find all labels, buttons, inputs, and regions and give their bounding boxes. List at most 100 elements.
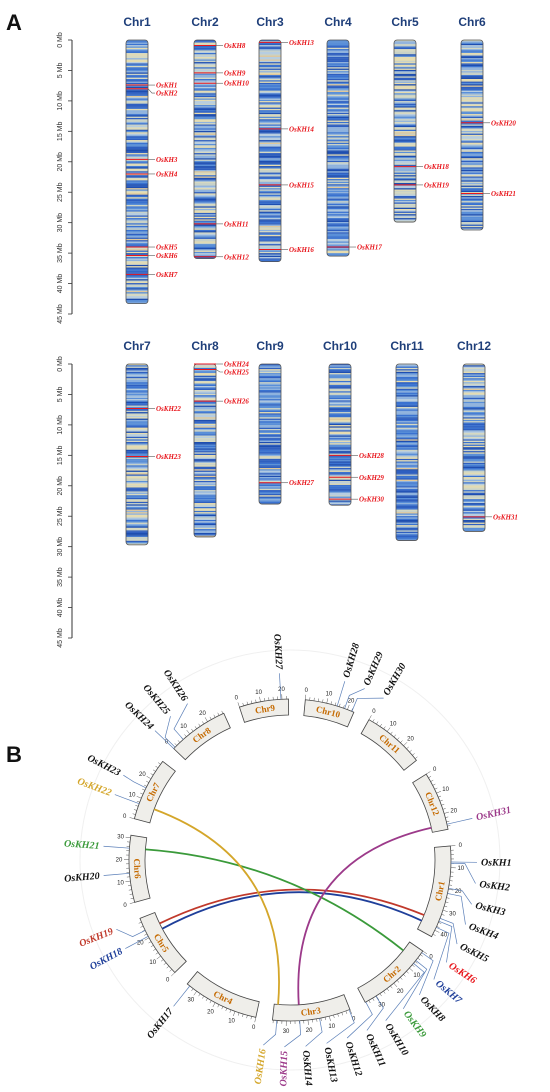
density-stripes: [461, 40, 483, 230]
circos-gene-label: OsKH21: [64, 838, 100, 852]
circos-gene-label: OsKH30: [381, 661, 408, 697]
density-stripes: [463, 364, 485, 532]
circos-tick-label: 20: [450, 809, 457, 815]
circos-gene-label: OsKH11: [363, 1032, 387, 1068]
circos-gene-label: OsKH2: [479, 879, 511, 894]
chromosome-chr12: Chr12 OsKH31: [457, 339, 518, 532]
circos-tick-label: 10: [442, 787, 449, 793]
gene-marker-oskh20: OsKH20: [461, 119, 516, 127]
gene-label: OsKH20: [491, 119, 516, 127]
gene-marker-oskh26: OsKH26: [194, 398, 249, 406]
circos-gene-label: OsKH27: [271, 634, 284, 671]
circos-segment-chr6: Chr6 0 10 20 30: [116, 834, 151, 909]
circos-gene-label: OsKH13: [321, 1046, 339, 1083]
circos-tick-label: 10: [180, 724, 187, 730]
chromosome-chr11: Chr11: [390, 339, 424, 541]
axis-tick-label: 20 Mb: [57, 476, 64, 496]
synteny-link: [161, 891, 423, 930]
chromosome-chr4: Chr4 OsKH17: [324, 15, 382, 257]
axis-tick-label: 15 Mb: [57, 446, 64, 466]
gene-label: OsKH27: [289, 479, 314, 487]
circos-gene-label: OsKH15: [278, 1051, 290, 1087]
gene-marker-oskh16: OsKH16: [259, 246, 314, 254]
density-stripes: [259, 40, 281, 262]
axis-tick-label: 10 Mb: [57, 91, 64, 111]
chromosome-title: Chr9: [256, 339, 284, 353]
circos-gene-label: OsKH8: [418, 994, 447, 1024]
density-stripes: [327, 40, 349, 257]
gene-marker-oskh13: OsKH13: [259, 39, 314, 47]
gene-marker-oskh23: OsKH23: [126, 453, 181, 461]
circos-tick-label: 20: [278, 687, 285, 693]
axis-tick-label: 40 Mb: [57, 274, 64, 294]
axis-tick-label: 30 Mb: [57, 213, 64, 233]
gene-label: OsKH24: [224, 361, 249, 369]
chromosome-chr3: Chr3 OsKH13 OsKH14 OsKH15 OsKH16: [256, 15, 314, 263]
axis-tick-label: 5 Mb: [57, 387, 64, 403]
gene-label: OsKH11: [224, 220, 249, 228]
gene-marker-oskh24: OsKH24: [194, 361, 249, 369]
gene-label: OsKH2: [156, 90, 178, 98]
circos-chr-label: Chr9: [254, 702, 276, 715]
circos-tick-label: 0: [429, 955, 433, 961]
circos-tick-label: 0: [123, 903, 127, 909]
chromosome-chr10: Chr10 OsKH28 OsKH29 OsKH30: [323, 339, 384, 506]
axis-tick-label: 20 Mb: [57, 152, 64, 172]
chromosome-title: Chr1: [123, 15, 151, 29]
chromosome-outline: [258, 39, 282, 263]
circos-gene-oskh21: OsKH21: [64, 838, 130, 852]
axis-tick-label: 25 Mb: [57, 182, 64, 202]
circos-gene-label: OsKH28: [341, 642, 362, 679]
gene-marker-oskh14: OsKH14: [259, 125, 314, 133]
circos-gene-label: OsKH16: [253, 1048, 269, 1085]
circos-tick-label: 20: [116, 857, 123, 863]
chromosome-title: Chr4: [324, 15, 352, 29]
circos-tick-label: 30: [283, 1029, 290, 1035]
circos-tick-label: 10: [413, 973, 420, 979]
chromosome-outline: [395, 363, 419, 541]
circos-gene-oskh2: OsKH2: [450, 862, 511, 894]
circos-tick-label: 10: [149, 960, 156, 966]
panel-a-label: A: [6, 10, 22, 35]
chromosome-chr2: Chr2 OsKH8 OsKH9 OsKH10 OsKH11 OsKH12: [191, 15, 249, 261]
density-stripes: [394, 40, 416, 223]
gene-marker-oskh2: OsKH2: [126, 88, 178, 98]
gene-label: OsKH7: [156, 271, 178, 279]
chromosome-outline: [462, 363, 486, 532]
circos-gene-label: OsKH26: [161, 668, 190, 704]
density-stripes: [259, 364, 281, 505]
density-stripes: [126, 364, 148, 545]
gene-marker-oskh4: OsKH4: [126, 170, 178, 178]
axis-tick-label: 35 Mb: [57, 567, 64, 587]
density-stripes: [329, 364, 351, 506]
circos-tick-label: 0: [372, 709, 376, 715]
gene-label: OsKH30: [359, 496, 384, 504]
circos-tick-label: 0: [433, 767, 437, 773]
gene-label: OsKH10: [224, 80, 249, 88]
chromosome-title: Chr10: [323, 339, 357, 353]
gene-marker-oskh30: OsKH30: [329, 496, 384, 504]
chromosome-outline: [460, 39, 484, 231]
circos-gene-label: OsKH25: [141, 683, 172, 717]
gene-label: OsKH8: [224, 42, 246, 50]
chromosome-title: Chr12: [457, 339, 491, 353]
gene-label: OsKH1: [156, 82, 177, 90]
density-stripes: [194, 364, 216, 537]
circos-tick-label: 0: [252, 1025, 256, 1031]
chromosome-chr7: Chr7 OsKH22 OsKH23: [123, 339, 181, 546]
circos-tick-label: 20: [455, 889, 462, 895]
circos-gene-label: OsKH20: [64, 871, 100, 885]
gene-marker-oskh21: OsKH21: [461, 190, 516, 198]
circos-tick-label: 20: [139, 772, 146, 778]
gene-label: OsKH4: [156, 170, 178, 178]
axis-tick-label: 35 Mb: [57, 243, 64, 263]
axis-tick-label: 10 Mb: [57, 415, 64, 435]
gene-label: OsKH17: [357, 244, 382, 252]
circos-tick-label: 20: [199, 711, 206, 717]
